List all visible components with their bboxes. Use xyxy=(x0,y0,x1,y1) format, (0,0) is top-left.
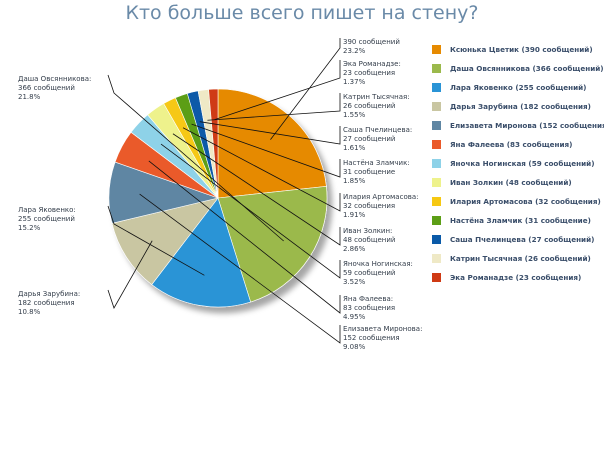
callout-line xyxy=(214,60,341,120)
legend-swatch xyxy=(432,45,441,54)
legend-item: Илария Артомасова (32 сообщения) xyxy=(432,192,604,211)
callout-label: 390 сообщений xyxy=(343,38,400,46)
callout-label: Эка Романадзе: xyxy=(343,60,401,68)
pie-slices xyxy=(108,88,328,308)
callout-label: Даша Овсянникова: xyxy=(18,75,91,83)
callout-line xyxy=(199,121,341,145)
callout-label: 152 сообщения xyxy=(343,334,400,342)
callout-label: 366 сообщений xyxy=(18,84,75,92)
legend-swatch xyxy=(432,159,441,168)
legend-label: Настёна Зламчик (31 сообщение) xyxy=(450,216,591,225)
legend-item: Дарья Зарубина (182 сообщения) xyxy=(432,97,604,116)
legend: Ксюнька Цветик (390 сообщений) Даша Овсян… xyxy=(432,40,604,287)
legend-label: Лара Яковенко (255 сообщений) xyxy=(450,83,587,92)
legend-swatch xyxy=(432,197,441,206)
legend-item: Эка Романадзе (23 сообщения) xyxy=(432,268,604,287)
callout-line xyxy=(139,193,341,344)
callout-label: Настёна Зламчик: xyxy=(343,159,410,167)
legend-item: Елизавета Миронова (152 сообщения) xyxy=(432,116,604,135)
legend-label: Яночка Ногинская (59 сообщений) xyxy=(450,159,595,168)
callout-label: 1.55% xyxy=(343,111,366,119)
legend-swatch xyxy=(432,140,441,149)
callout-label: 1.37% xyxy=(343,78,366,86)
callout-label: 1.91% xyxy=(343,211,366,219)
callout-line xyxy=(172,133,341,246)
legend-label: Саша Пчелинцева (27 сообщений) xyxy=(450,235,595,244)
callout-line xyxy=(191,123,341,178)
legend-item: Даша Овсянникова (366 сообщений) xyxy=(432,59,604,78)
callout-line xyxy=(107,205,205,276)
pie-slice xyxy=(111,197,219,285)
legend-swatch xyxy=(432,235,441,244)
callout-label: 1.61% xyxy=(343,144,366,152)
pie-slice xyxy=(217,88,327,199)
legend-swatch xyxy=(432,83,441,92)
callout-label: Илария Артомасова: xyxy=(343,193,419,201)
callout-label: 23 сообщения xyxy=(343,69,395,77)
legend-swatch xyxy=(432,273,441,282)
pie-slice xyxy=(217,186,328,303)
legend-item: Иван Золкин (48 сообщений) xyxy=(432,173,604,192)
legend-label: Елизавета Миронова (152 сообщения) xyxy=(450,121,604,130)
callout-label: 9.08% xyxy=(343,343,366,351)
legend-swatch xyxy=(432,216,441,225)
callout-line xyxy=(270,38,341,140)
legend-item: Катрин Тысячная (26 сообщений) xyxy=(432,249,604,268)
legend-item: Ксюнька Цветик (390 сообщений) xyxy=(432,40,604,59)
callout-label: Яна Фалеева: xyxy=(343,295,393,303)
legend-item: Лара Яковенко (255 сообщений) xyxy=(432,78,604,97)
callout-label: 27 сообщений xyxy=(343,135,395,143)
callout-label: Яночка Ногинская: xyxy=(343,260,413,268)
callout-label: Саша Пчелинцева: xyxy=(343,126,412,134)
callout-line xyxy=(182,127,341,212)
callout-label: Катрин Тысячная: xyxy=(343,93,410,101)
callout-label: Лара Яковенко: xyxy=(18,206,76,214)
callout-label: 83 сообщения xyxy=(343,304,395,312)
callout-line xyxy=(207,93,341,121)
callout-label: 3.52% xyxy=(343,278,366,286)
legend-label: Илария Артомасова (32 сообщения) xyxy=(450,197,601,206)
callout-line xyxy=(107,240,153,309)
legend-item: Саша Пчелинцева (27 сообщений) xyxy=(432,230,604,249)
callout-label: 1.85% xyxy=(343,177,366,185)
callout-label: 23.2% xyxy=(343,47,366,55)
legend-label: Даша Овсянникова (366 сообщений) xyxy=(450,64,604,73)
callout-label: 255 сообщений xyxy=(18,215,75,223)
callout-line xyxy=(148,160,341,314)
callout-label: 10.8% xyxy=(18,308,41,316)
legend-swatch xyxy=(432,102,441,111)
callout-label: 21.8% xyxy=(18,93,41,101)
callout-line xyxy=(107,74,284,242)
callout-label: 31 сообщение xyxy=(343,168,395,176)
callout-label: 32 сообщения xyxy=(343,202,395,210)
legend-item: Настёна Зламчик (31 сообщение) xyxy=(432,211,604,230)
callout-label: 15.2% xyxy=(18,224,41,232)
legend-label: Дарья Зарубина (182 сообщения) xyxy=(450,102,591,111)
callout-label: Иван Золкин: xyxy=(343,227,392,235)
callout-label: 2.86% xyxy=(343,245,366,253)
legend-label: Катрин Тысячная (26 сообщений) xyxy=(450,254,591,263)
legend-item: Яна Фалеева (83 сообщения) xyxy=(432,135,604,154)
callout-label: Елизавета Миронова: xyxy=(343,325,422,333)
legend-swatch xyxy=(432,178,441,187)
legend-label: Иван Золкин (48 сообщений) xyxy=(450,178,572,187)
callout-label: Дарья Зарубина: xyxy=(18,290,80,298)
legend-label: Ксюнька Цветик (390 сообщений) xyxy=(450,45,593,54)
chart-title: Кто больше всего пишет на стену? xyxy=(125,2,479,24)
pie-slice xyxy=(151,197,252,308)
legend-label: Эка Романадзе (23 сообщения) xyxy=(450,273,582,282)
legend-label: Яна Фалеева (83 сообщения) xyxy=(450,140,573,149)
callout-label: 48 сообщений xyxy=(343,236,395,244)
callout-label: 26 сообщений xyxy=(343,102,395,110)
callout-label: 182 сообщения xyxy=(18,299,75,307)
legend-swatch xyxy=(432,64,441,73)
callout-label: 4.95% xyxy=(343,313,366,321)
callout-label: 59 сообщений xyxy=(343,269,395,277)
legend-swatch xyxy=(432,254,441,263)
legend-swatch xyxy=(432,121,441,130)
callout-line xyxy=(160,143,341,279)
legend-item: Яночка Ногинская (59 сообщений) xyxy=(432,154,604,173)
